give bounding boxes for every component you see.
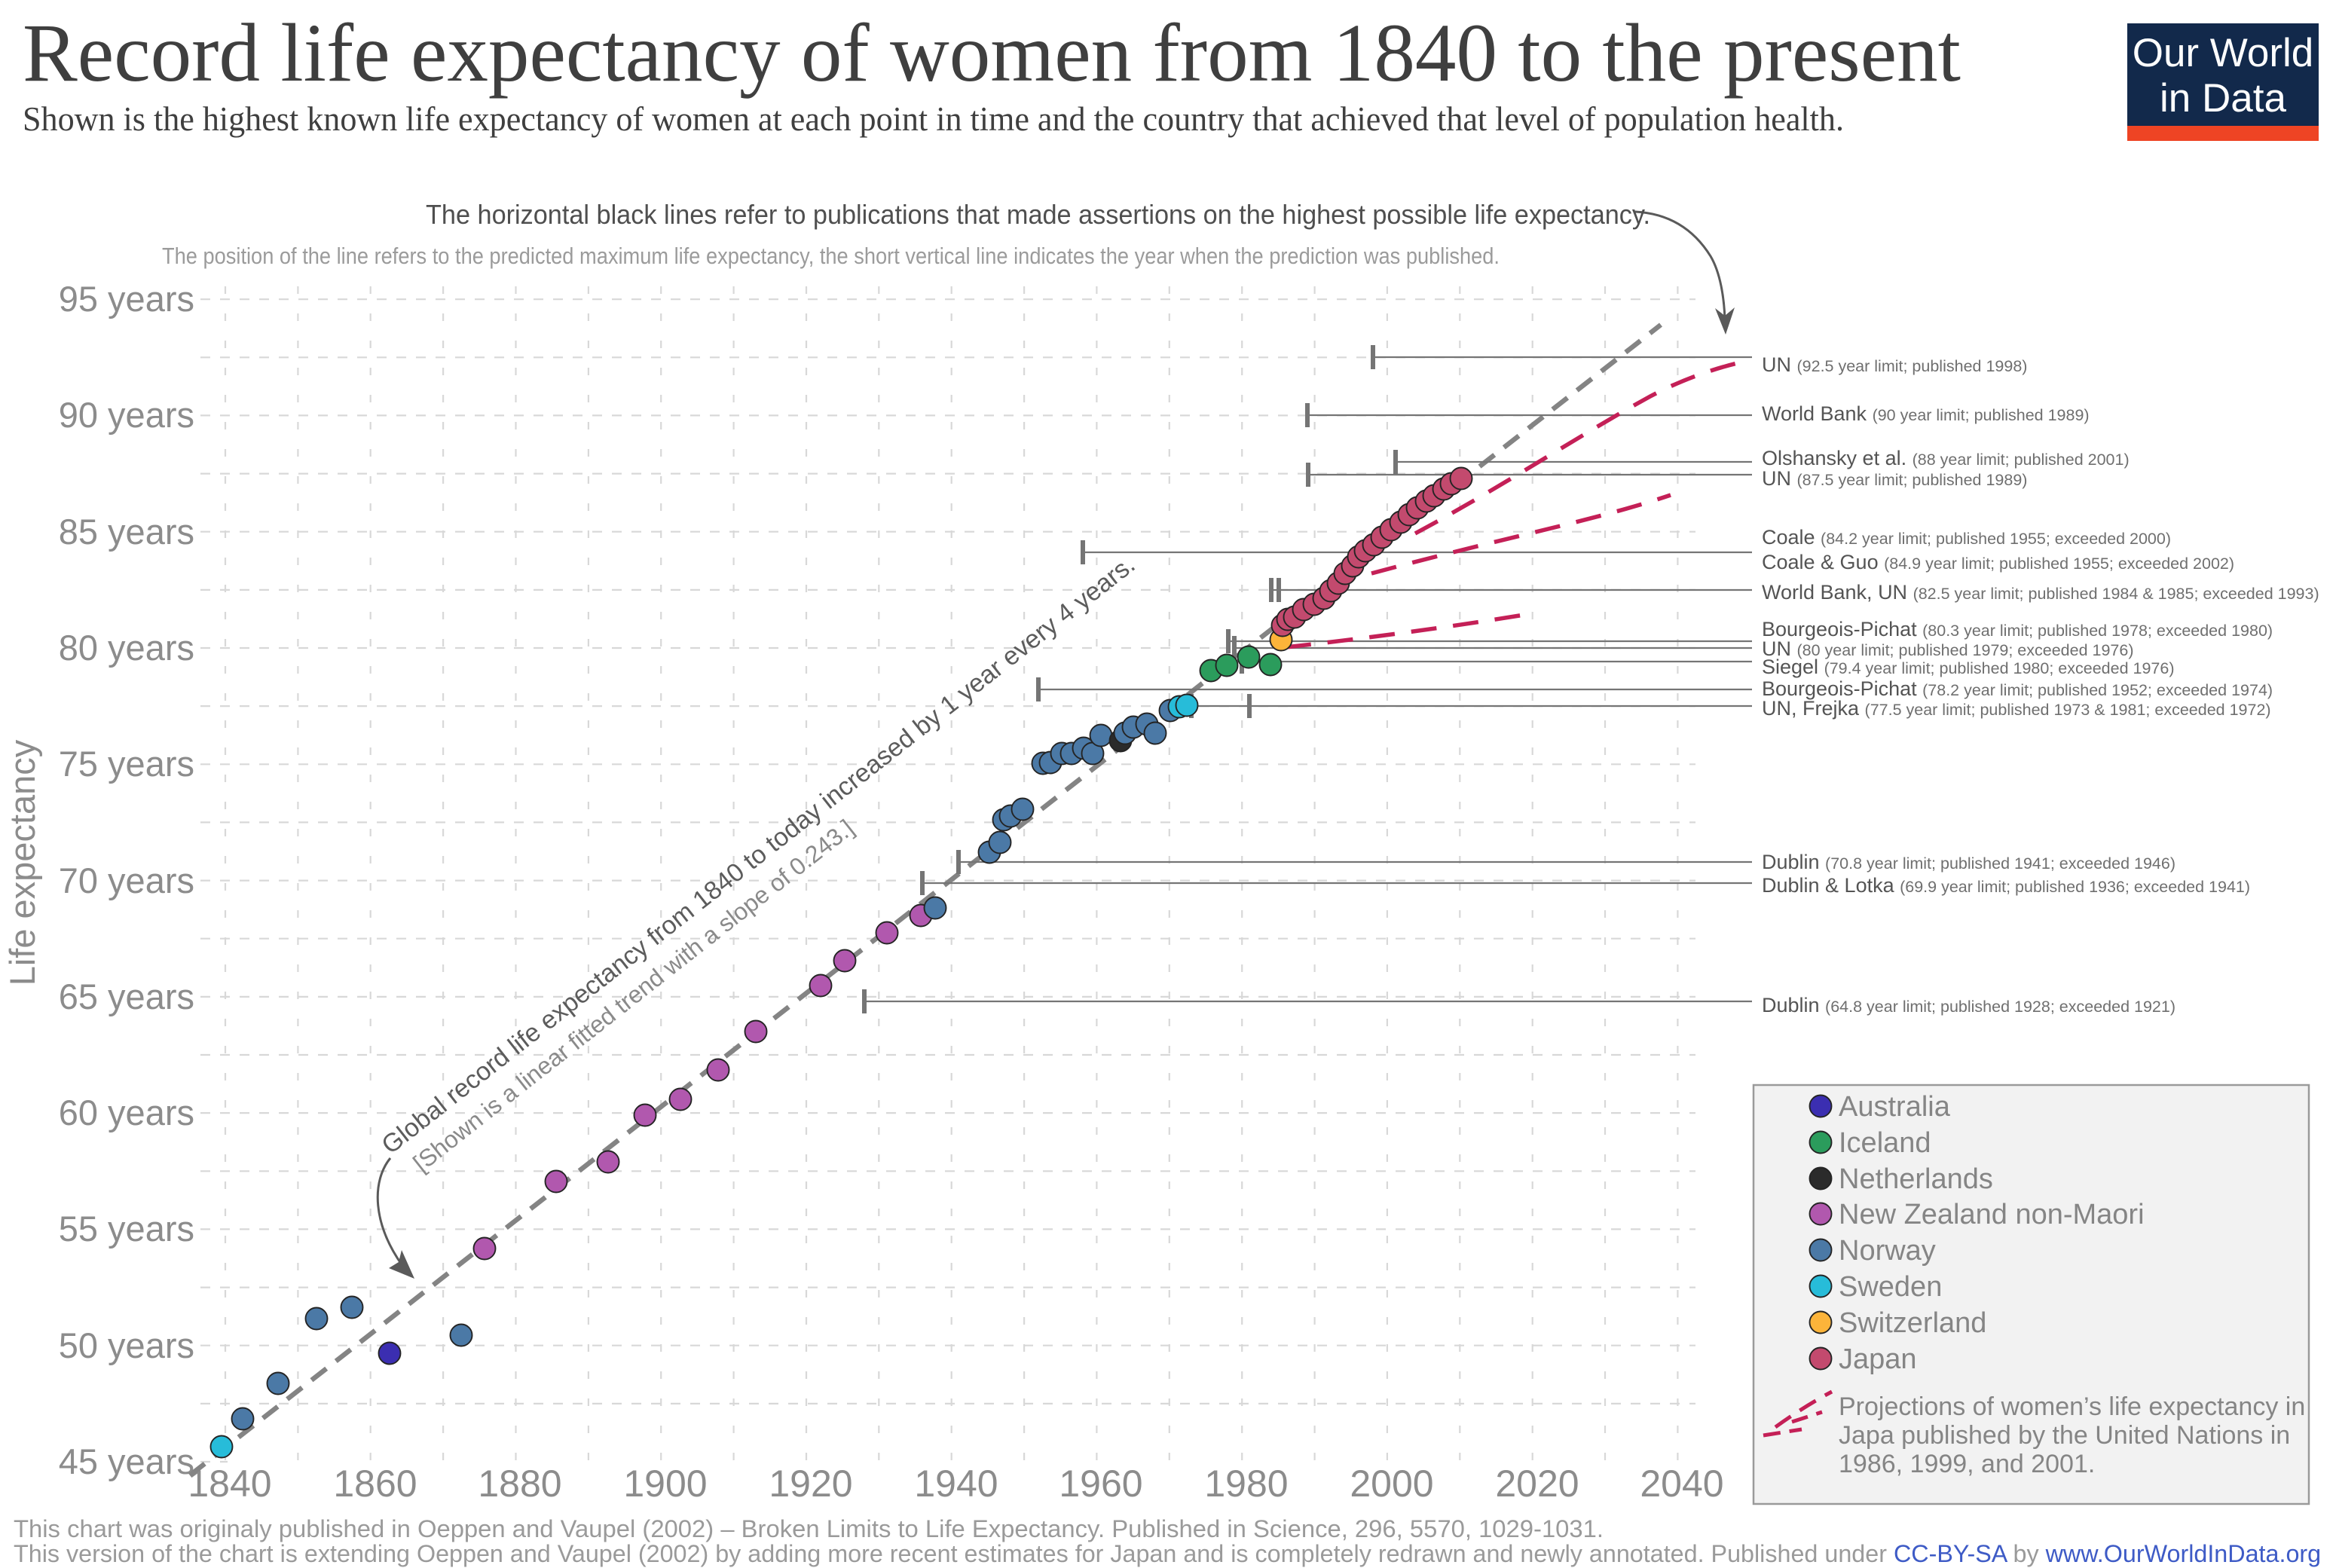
svg-text:1860: 1860	[333, 1463, 417, 1505]
svg-text:Our World: Our World	[2133, 31, 2314, 75]
svg-text:Coale (84.2 year limit; publis: Coale (84.2 year limit; published 1955; …	[1762, 526, 2171, 549]
svg-text:Sweden: Sweden	[1839, 1271, 1942, 1303]
svg-text:45 years: 45 years	[59, 1441, 194, 1481]
svg-text:85 years: 85 years	[59, 512, 194, 552]
svg-text:Siegel (79.4 year limit; publi: Siegel (79.4 year limit; published 1980;…	[1762, 656, 2175, 678]
svg-text:2020: 2020	[1495, 1463, 1579, 1505]
svg-text:55 years: 55 years	[59, 1209, 194, 1249]
svg-text:Japa published by the United N: Japa published by the United Nations in	[1839, 1421, 2290, 1450]
svg-text:Iceland: Iceland	[1839, 1127, 1931, 1159]
svg-text:Record life expectancy of wome: Record life expectancy of women from 184…	[23, 7, 1961, 99]
svg-text:This version of the chart is e: This version of the chart is extending O…	[14, 1540, 2321, 1567]
svg-text:60 years: 60 years	[59, 1093, 194, 1132]
svg-text:1940: 1940	[914, 1463, 998, 1505]
svg-text:World Bank (90 year limit; pub: World Bank (90 year limit; published 198…	[1762, 402, 2090, 425]
svg-text:1960: 1960	[1059, 1463, 1142, 1505]
svg-text:Olshansky et al. (88 year limi: Olshansky et al. (88 year limit; publish…	[1762, 447, 2130, 469]
svg-text:Japan: Japan	[1839, 1343, 1917, 1375]
svg-text:Bourgeois-Pichat (78.2 year li: Bourgeois-Pichat (78.2 year limit; publi…	[1762, 677, 2273, 700]
svg-text:The horizontal black lines ref: The horizontal black lines refer to publ…	[426, 199, 1650, 230]
svg-text:Netherlands: Netherlands	[1839, 1163, 1993, 1195]
svg-text:Projections of women’s life ex: Projections of women’s life expectancy i…	[1839, 1392, 2305, 1421]
svg-text:New Zealand non-Maori: New Zealand non-Maori	[1839, 1199, 2145, 1230]
svg-text:65 years: 65 years	[59, 977, 194, 1016]
svg-text:95 years: 95 years	[59, 279, 194, 319]
svg-text:UN (87.5 year limit; published: UN (87.5 year limit; published 1989)	[1762, 467, 2027, 490]
svg-text:Dublin (64.8 year limit; publi: Dublin (64.8 year limit; published 1928;…	[1762, 994, 2175, 1016]
svg-text:1980: 1980	[1204, 1463, 1288, 1505]
svg-text:This chart was originaly publi: This chart was originaly published in Oe…	[14, 1515, 1604, 1542]
svg-text:The position of the line refer: The position of the line refers to the p…	[162, 243, 1500, 269]
svg-text:90 years: 90 years	[59, 395, 194, 435]
svg-text:80 years: 80 years	[59, 628, 194, 668]
svg-text:70 years: 70 years	[59, 860, 194, 900]
svg-text:1920: 1920	[769, 1463, 852, 1505]
svg-text:UN (92.5 year limit; published: UN (92.5 year limit; published 1998)	[1762, 353, 2027, 376]
svg-text:2040: 2040	[1640, 1463, 1723, 1505]
svg-text:50 years: 50 years	[59, 1325, 194, 1365]
svg-text:UN, Frejka (77.5 year limit; p: UN, Frejka (77.5 year limit; published 1…	[1762, 697, 2271, 720]
svg-text:Australia: Australia	[1839, 1091, 1951, 1123]
svg-text:75 years: 75 years	[59, 744, 194, 784]
svg-text:in Data: in Data	[2160, 76, 2286, 121]
svg-text:Life expectancy: Life expectancy	[2, 739, 42, 986]
svg-text:Shown is the highest known lif: Shown is the highest known life expectan…	[23, 100, 1844, 138]
svg-text:1986, 1999, and 2001.: 1986, 1999, and 2001.	[1839, 1450, 2095, 1478]
svg-text:1900: 1900	[623, 1463, 707, 1505]
svg-text:Bourgeois-Pichat (80.3 year li: Bourgeois-Pichat (80.3 year limit; publi…	[1762, 618, 2273, 640]
svg-text:1880: 1880	[478, 1463, 561, 1505]
svg-text:2000: 2000	[1350, 1463, 1433, 1505]
svg-text:Switzerland: Switzerland	[1839, 1307, 1986, 1339]
svg-text:UN (80 year limit; published 1: UN (80 year limit; published 1979; excee…	[1762, 637, 2134, 660]
svg-text:1840: 1840	[188, 1463, 271, 1505]
svg-text:Dublin (70.8 year limit; publi: Dublin (70.8 year limit; published 1941;…	[1762, 851, 2175, 873]
svg-text:Coale & Guo (84.9 year limit;: Coale & Guo (84.9 year limit; published …	[1762, 551, 2234, 573]
svg-text:Dublin & Lotka (69.9 year limi: Dublin & Lotka (69.9 year limit; publish…	[1762, 874, 2250, 897]
svg-text:Norway: Norway	[1839, 1235, 1936, 1267]
svg-text:World Bank, UN (82.5 year limi: World Bank, UN (82.5 year limit; publish…	[1762, 581, 2319, 604]
